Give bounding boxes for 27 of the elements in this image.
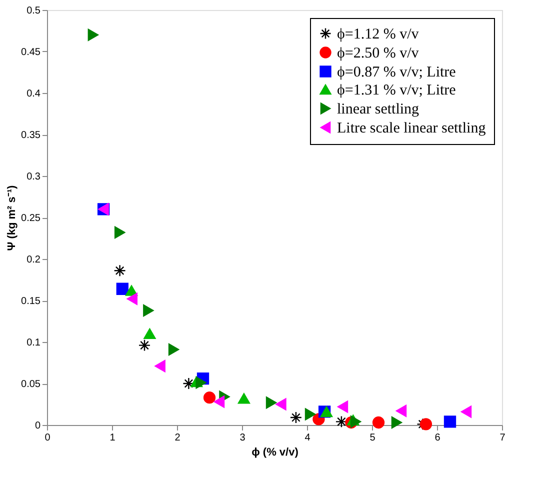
y-tick-label: 0.2 (26, 254, 41, 266)
y-tick-label: 0.05 (21, 379, 41, 390)
y-tick-label: 0.4 (26, 88, 41, 100)
x-tick-label: 4 (304, 432, 311, 444)
legend-label: ϕ=1.31 % v/v; Litre (337, 82, 456, 98)
x-tick-label: 5 (370, 432, 376, 444)
y-tick-label: 0.15 (21, 296, 41, 307)
y-tick-label: 0.35 (21, 130, 41, 141)
x-tick-label: 6 (434, 432, 441, 444)
y-tick-label: 0 (34, 420, 41, 432)
legend-label: ϕ=2.50 % v/v (337, 46, 420, 62)
y-tick-label: 0.1 (26, 338, 41, 348)
x-tick-label: 3 (240, 432, 246, 444)
legend-label: Litre scale linear settling (337, 120, 486, 136)
y-tick-label: 0.5 (26, 6, 41, 16)
y-tick-label: 0.25 (21, 213, 41, 224)
legend-label: ϕ=0.87 % v/v; Litre (337, 64, 456, 80)
x-tick-label: 1 (110, 432, 116, 444)
x-tick-label: 0 (44, 432, 51, 444)
x-tick-label: 7 (500, 432, 506, 444)
x-tick-label: 2 (174, 432, 181, 444)
legend-label: linear settling (337, 102, 420, 118)
x-axis-title: ϕ (% v/v) (252, 446, 299, 458)
y-tick-label: 0.3 (26, 172, 41, 182)
legend-label: ϕ=1.12 % v/v (337, 26, 420, 42)
y-axis-title: Ψ (kg m² s⁻¹) (6, 184, 18, 251)
y-tick-label: 0.45 (21, 47, 41, 58)
